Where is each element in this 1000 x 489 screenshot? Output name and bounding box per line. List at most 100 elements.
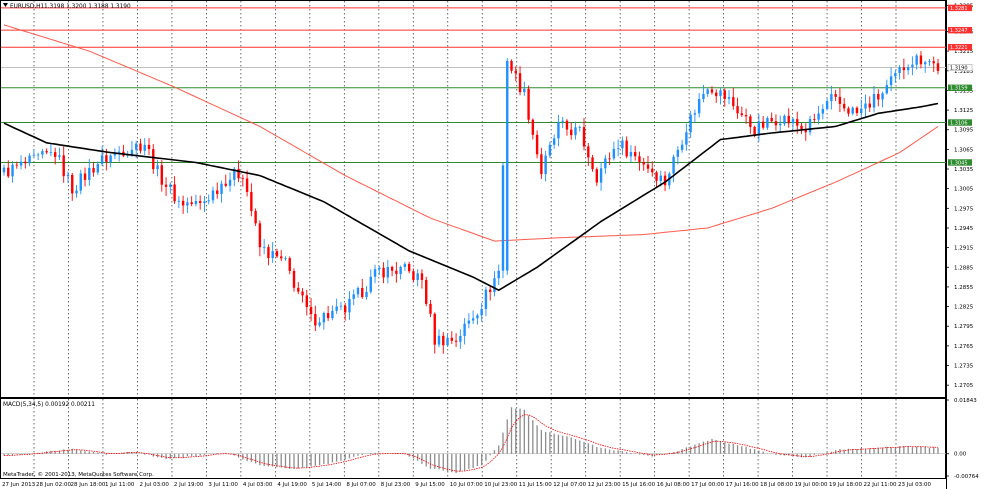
candle-bull xyxy=(523,88,526,93)
candle-bear xyxy=(710,89,714,93)
candle-bear xyxy=(587,146,590,158)
candle-bull xyxy=(365,291,368,298)
candle-bull xyxy=(352,294,355,299)
x-tick-label: 28 Jun 18:00 xyxy=(70,482,105,488)
candle-bear xyxy=(838,96,842,104)
macd-frame xyxy=(0,398,946,479)
y-tick-label: 1.3185 xyxy=(954,69,974,75)
y-tick-label: 1.3005 xyxy=(954,187,974,193)
candle-bear xyxy=(642,162,645,165)
candle-bear xyxy=(591,157,594,170)
candle-bear xyxy=(164,184,168,187)
candle-bull xyxy=(629,151,633,157)
candle-bull xyxy=(616,148,620,150)
candle-bear xyxy=(744,115,748,117)
candle-bull xyxy=(386,266,390,278)
candle-bull xyxy=(318,322,321,326)
candle-bear xyxy=(326,313,330,319)
candle-bull xyxy=(135,143,138,150)
y-tick-label: 1.3095 xyxy=(954,128,974,134)
candle-bull xyxy=(685,132,688,145)
candle-bear xyxy=(250,191,253,212)
candle-bear xyxy=(382,267,385,278)
level-price-box xyxy=(948,43,972,51)
candle-bear xyxy=(796,119,799,126)
x-tick-label: 4 Jul 03:00 xyxy=(243,482,273,488)
x-tick-label: 1 Jul 11:00 xyxy=(105,482,135,488)
candle-bear xyxy=(275,251,279,257)
candle-bull xyxy=(437,335,441,345)
candle-bull xyxy=(194,201,198,205)
candle-bear xyxy=(160,165,163,185)
x-tick-label: 27 Jun 2013 xyxy=(2,482,36,488)
candle-bear xyxy=(7,167,10,177)
candle-bull xyxy=(322,313,326,323)
candle-bear xyxy=(241,178,245,180)
candle-bull xyxy=(262,247,266,248)
chart-menu-triangle-icon[interactable] xyxy=(3,3,8,7)
candle-bull xyxy=(203,201,206,204)
candle-bull xyxy=(894,72,897,77)
candle-bear xyxy=(407,263,411,272)
candle-bull xyxy=(2,167,6,173)
y-tick-label: 1.2705 xyxy=(954,383,974,389)
candle-bull xyxy=(211,190,215,201)
candle-bull xyxy=(169,184,172,187)
candle-bear xyxy=(834,94,837,97)
candle-bear xyxy=(565,120,569,130)
x-tick-label: 16 Jul 08:00 xyxy=(657,482,690,488)
candle-bull xyxy=(693,113,697,115)
candle-bull xyxy=(378,267,381,270)
candle-bear xyxy=(608,158,611,160)
candle-bull xyxy=(220,183,223,194)
candle-bear xyxy=(804,129,807,133)
candle-bull xyxy=(19,161,23,166)
candle-bull xyxy=(446,337,449,346)
candle-bull xyxy=(28,155,31,164)
candle-bear xyxy=(595,169,599,183)
candle-bull xyxy=(702,93,705,100)
candle-bear xyxy=(71,174,74,194)
candle-bull xyxy=(706,89,709,94)
candle-bull xyxy=(727,97,731,99)
candle-bull xyxy=(889,76,893,86)
candle-bear xyxy=(902,67,906,71)
x-tick-label: 2 Jul 03:00 xyxy=(139,482,169,488)
candle-bear xyxy=(395,270,398,274)
candle-bull xyxy=(552,138,556,145)
candle-bear xyxy=(62,155,65,177)
candle-bull xyxy=(233,168,236,180)
candle-bull xyxy=(544,155,547,175)
candle-bull xyxy=(96,164,100,173)
candle-bull xyxy=(697,99,701,114)
level-price-box xyxy=(947,64,973,71)
candle-bear xyxy=(450,337,454,341)
candle-bear xyxy=(361,287,364,298)
candle-bear xyxy=(936,63,940,71)
x-tick-label: 4 Jul 19:00 xyxy=(277,482,307,488)
candle-bear xyxy=(651,168,654,173)
candle-bull xyxy=(719,90,722,97)
y-tick-label: 1.2795 xyxy=(954,324,974,330)
candle-bull xyxy=(228,179,232,186)
candle-bear xyxy=(625,140,628,157)
candle-bear xyxy=(514,70,517,74)
candle-bull xyxy=(369,276,372,292)
candle-bull xyxy=(88,167,91,180)
candle-bull xyxy=(872,93,876,108)
candle-bear xyxy=(877,93,880,100)
candle-bull xyxy=(676,149,680,157)
candle-bull xyxy=(186,202,189,206)
y-tick-label: 1.3215 xyxy=(954,49,974,55)
x-tick-label: 11 Jul 15:00 xyxy=(519,482,552,488)
candle-bear xyxy=(412,271,415,280)
level-price-box xyxy=(948,26,972,34)
candle-bull xyxy=(881,93,884,100)
candle-bull xyxy=(335,306,338,311)
candle-bull xyxy=(612,148,616,159)
candle-bear xyxy=(740,113,744,116)
candle-bear xyxy=(932,61,935,64)
candle-bull xyxy=(58,155,61,157)
candle-bear xyxy=(15,164,18,166)
candle-bear xyxy=(736,106,739,114)
